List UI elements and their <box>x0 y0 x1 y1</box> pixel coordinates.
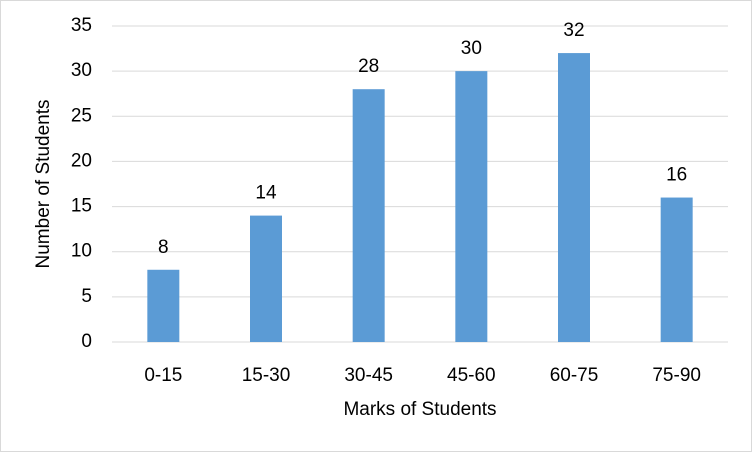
x-tick-label: 60-75 <box>550 365 599 386</box>
data-label: 30 <box>461 38 482 59</box>
data-label: 16 <box>666 165 687 186</box>
y-tick-label: 0 <box>81 331 92 352</box>
bar <box>250 215 282 342</box>
x-tick-label: 75-90 <box>652 365 701 386</box>
y-tick-label: 25 <box>71 105 92 126</box>
bar <box>147 269 180 342</box>
x-axis-title: Marks of Students <box>343 399 496 420</box>
x-tick-label: 15-30 <box>242 365 291 386</box>
y-tick-label: 5 <box>81 286 92 307</box>
y-tick-label: 20 <box>71 150 92 171</box>
y-tick-label: 35 <box>71 15 92 36</box>
y-tick-label: 10 <box>71 241 92 262</box>
bar <box>352 89 385 342</box>
bar <box>660 197 693 342</box>
y-tick-label: 15 <box>71 196 92 217</box>
data-label: 14 <box>255 183 277 204</box>
x-tick-label: 45-60 <box>447 365 496 386</box>
y-axis-title: Number of Students <box>33 100 54 269</box>
x-tick-label: 0-15 <box>144 365 182 386</box>
bar <box>455 71 488 343</box>
x-tick-label: 30-45 <box>344 365 393 386</box>
y-tick-label: 30 <box>71 60 92 81</box>
data-label: 28 <box>358 56 379 77</box>
data-label: 8 <box>158 237 169 258</box>
data-label: 32 <box>563 20 584 41</box>
bar <box>558 53 590 342</box>
